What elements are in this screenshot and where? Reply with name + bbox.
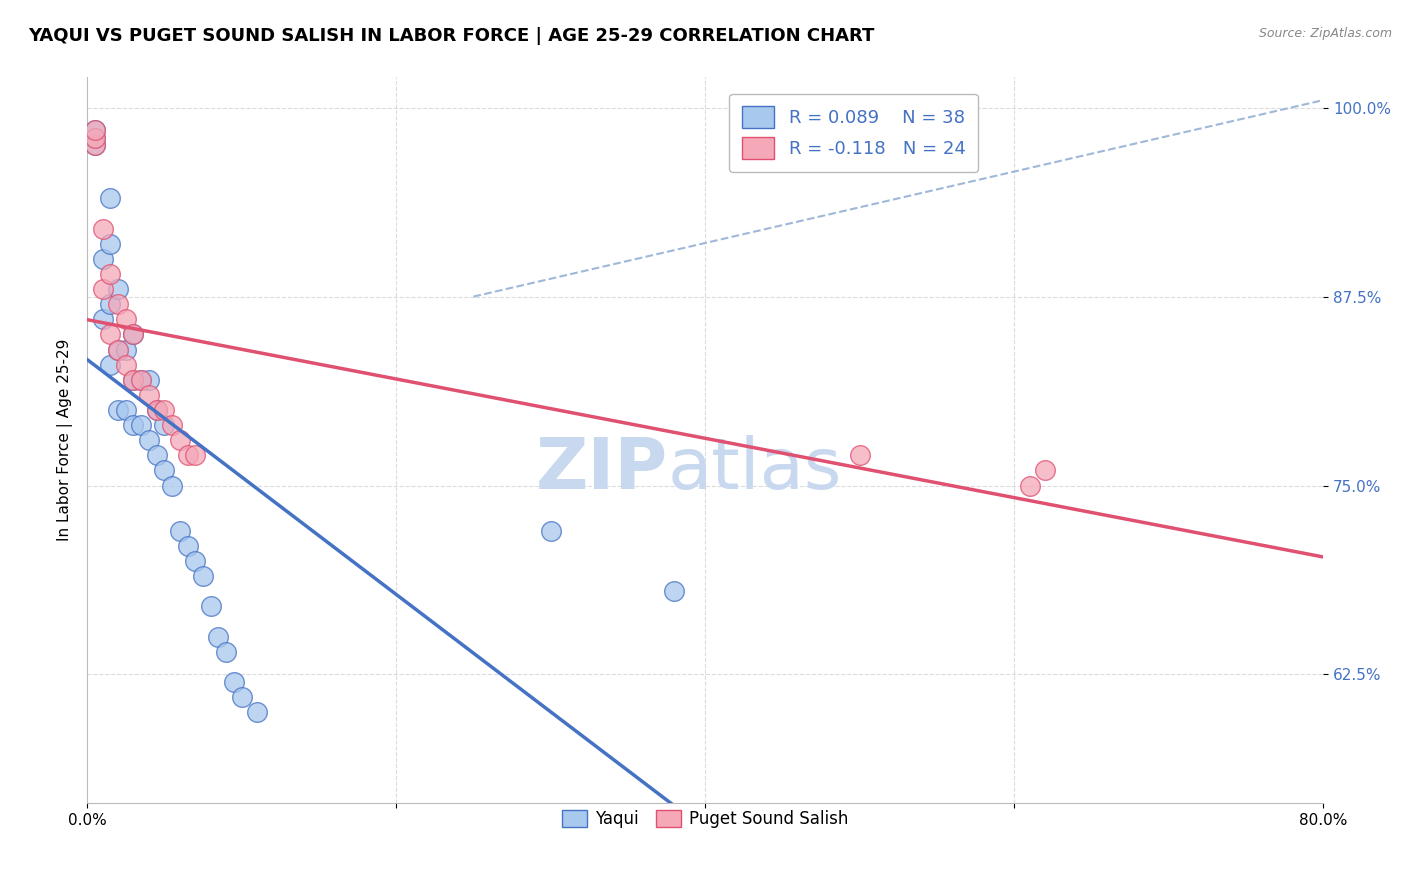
- Point: [91, 312, 114, 326]
- Point: [98, 236, 121, 251]
- Point: [98, 327, 121, 342]
- Point: [91, 221, 114, 235]
- Point: [129, 373, 152, 387]
- Point: [169, 524, 191, 538]
- Text: YAQUI VS PUGET SOUND SALISH IN LABOR FORCE | AGE 25-29 CORRELATION CHART: YAQUI VS PUGET SOUND SALISH IN LABOR FOR…: [28, 27, 875, 45]
- Point: [153, 403, 176, 417]
- Point: [1033, 463, 1056, 477]
- Point: [138, 373, 160, 387]
- Point: [540, 524, 562, 538]
- Point: [122, 373, 145, 387]
- Point: [145, 448, 167, 462]
- Point: [153, 418, 176, 433]
- Point: [664, 584, 686, 599]
- Point: [83, 131, 105, 145]
- Point: [107, 403, 129, 417]
- Point: [145, 403, 167, 417]
- Point: [207, 630, 229, 644]
- Point: [83, 138, 105, 153]
- Point: [153, 463, 176, 477]
- Point: [98, 358, 121, 372]
- Legend: Yaqui, Puget Sound Salish: Yaqui, Puget Sound Salish: [555, 803, 855, 835]
- Text: ZIP: ZIP: [536, 434, 668, 504]
- Point: [122, 327, 145, 342]
- Point: [848, 448, 870, 462]
- Point: [129, 373, 152, 387]
- Point: [98, 191, 121, 205]
- Point: [1018, 478, 1040, 492]
- Y-axis label: In Labor Force | Age 25-29: In Labor Force | Age 25-29: [58, 339, 73, 541]
- Point: [200, 599, 222, 614]
- Point: [107, 282, 129, 296]
- Point: [122, 373, 145, 387]
- Point: [129, 418, 152, 433]
- Point: [91, 252, 114, 266]
- Point: [91, 282, 114, 296]
- Text: Source: ZipAtlas.com: Source: ZipAtlas.com: [1258, 27, 1392, 40]
- Point: [184, 448, 207, 462]
- Point: [114, 312, 136, 326]
- Point: [114, 358, 136, 372]
- Point: [122, 327, 145, 342]
- Point: [176, 448, 198, 462]
- Point: [176, 539, 198, 553]
- Point: [184, 554, 207, 568]
- Point: [160, 478, 183, 492]
- Point: [231, 690, 253, 705]
- Point: [98, 267, 121, 281]
- Point: [83, 138, 105, 153]
- Point: [145, 403, 167, 417]
- Point: [138, 433, 160, 447]
- Point: [215, 645, 238, 659]
- Point: [169, 433, 191, 447]
- Point: [114, 343, 136, 357]
- Point: [114, 403, 136, 417]
- Point: [83, 123, 105, 137]
- Point: [107, 343, 129, 357]
- Point: [83, 131, 105, 145]
- Point: [98, 297, 121, 311]
- Point: [160, 418, 183, 433]
- Point: [191, 569, 214, 583]
- Point: [138, 388, 160, 402]
- Point: [107, 343, 129, 357]
- Point: [246, 706, 269, 720]
- Point: [122, 418, 145, 433]
- Point: [222, 675, 245, 690]
- Point: [107, 297, 129, 311]
- Text: atlas: atlas: [668, 434, 842, 504]
- Point: [83, 123, 105, 137]
